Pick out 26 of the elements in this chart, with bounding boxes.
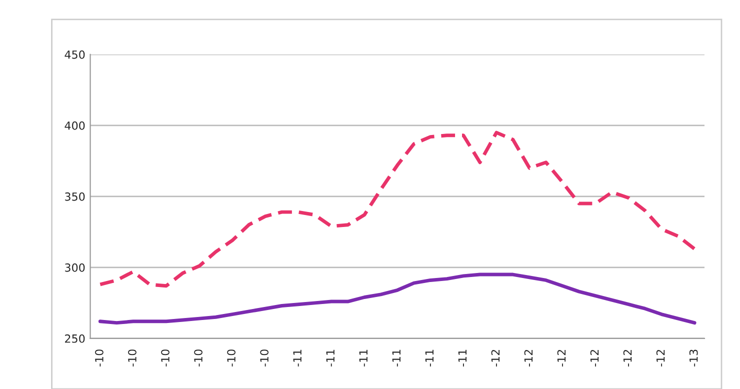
y-tick-label: 450	[64, 50, 85, 59]
y-tick-label: 250	[65, 334, 85, 343]
y-tick-label: 350	[65, 192, 85, 201]
x-tick-label: -12	[557, 350, 566, 366]
x-tick-label: -12	[623, 350, 632, 366]
x-tick-label: -10	[260, 350, 269, 366]
x-tick-label: -12	[656, 350, 665, 366]
x-tick-label: -12	[590, 350, 599, 366]
x-tick-label: -12	[491, 350, 500, 366]
y-tick-label: 400	[64, 121, 85, 130]
x-tick-label: -12	[524, 350, 533, 366]
x-tick-label: -10	[161, 350, 170, 366]
x-tick-label: -13	[689, 350, 698, 366]
x-tick-label: -11	[425, 350, 434, 366]
x-tick-label: -11	[359, 350, 368, 366]
line-series	[98, 272, 696, 325]
x-tick-label: -10	[194, 350, 202, 366]
x-tick-label: -11	[392, 350, 400, 366]
x-tick-label: -10	[128, 350, 136, 366]
line-series	[98, 130, 696, 288]
x-tick-label: -11	[326, 350, 334, 366]
x-tick-label: -11	[293, 350, 302, 366]
x-tick-label: -11	[458, 350, 466, 366]
x-tick-label: -10	[227, 350, 236, 366]
x-tick-label: -10	[95, 350, 104, 366]
y-tick-label: 300	[65, 263, 85, 272]
